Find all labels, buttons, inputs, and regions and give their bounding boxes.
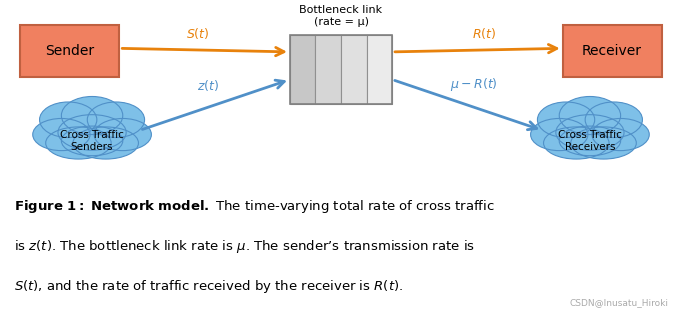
- Text: $S(t)$: $S(t)$: [186, 25, 209, 41]
- Text: CSDN@Inusatu_Hiroki: CSDN@Inusatu_Hiroki: [569, 299, 668, 308]
- Text: $R(t)$: $R(t)$: [472, 25, 496, 41]
- Text: $S(t)$, and the rate of traffic received by the receiver is $R(t)$.: $S(t)$, and the rate of traffic received…: [14, 278, 403, 295]
- FancyBboxPatch shape: [20, 25, 119, 77]
- FancyBboxPatch shape: [367, 35, 392, 104]
- Text: Receiver: Receiver: [582, 44, 642, 58]
- Ellipse shape: [33, 118, 90, 151]
- Ellipse shape: [73, 127, 138, 159]
- Ellipse shape: [592, 118, 649, 151]
- Ellipse shape: [559, 126, 621, 156]
- Ellipse shape: [87, 102, 145, 138]
- Ellipse shape: [94, 118, 151, 151]
- Ellipse shape: [58, 115, 126, 150]
- Ellipse shape: [556, 115, 624, 150]
- Ellipse shape: [40, 102, 97, 138]
- Text: $\mu - R(t)$: $\mu - R(t)$: [450, 76, 498, 93]
- Ellipse shape: [61, 126, 123, 156]
- Ellipse shape: [559, 96, 621, 135]
- Ellipse shape: [61, 96, 123, 135]
- FancyBboxPatch shape: [315, 35, 341, 104]
- FancyBboxPatch shape: [341, 35, 367, 104]
- Ellipse shape: [46, 127, 111, 159]
- Text: Cross Traffic
Senders: Cross Traffic Senders: [60, 130, 124, 152]
- Ellipse shape: [537, 102, 595, 138]
- Text: Sender: Sender: [45, 44, 95, 58]
- FancyBboxPatch shape: [563, 25, 662, 77]
- Ellipse shape: [571, 127, 636, 159]
- Text: is $z(t)$. The bottleneck link rate is $\mu$. The sender’s transmission rate is: is $z(t)$. The bottleneck link rate is $…: [14, 238, 475, 255]
- Text: $\mathbf{Figure\ 1:\ Network\ model.}$ The time-varying total rate of cross traf: $\mathbf{Figure\ 1:\ Network\ model.}$ T…: [14, 198, 494, 215]
- Ellipse shape: [531, 118, 588, 151]
- Text: $z(t)$: $z(t)$: [197, 78, 219, 93]
- Text: Bottleneck link
(rate = μ): Bottleneck link (rate = μ): [299, 5, 383, 27]
- FancyBboxPatch shape: [290, 35, 315, 104]
- Text: Cross Traffic
Receivers: Cross Traffic Receivers: [558, 130, 622, 152]
- Ellipse shape: [544, 127, 609, 159]
- Ellipse shape: [585, 102, 642, 138]
